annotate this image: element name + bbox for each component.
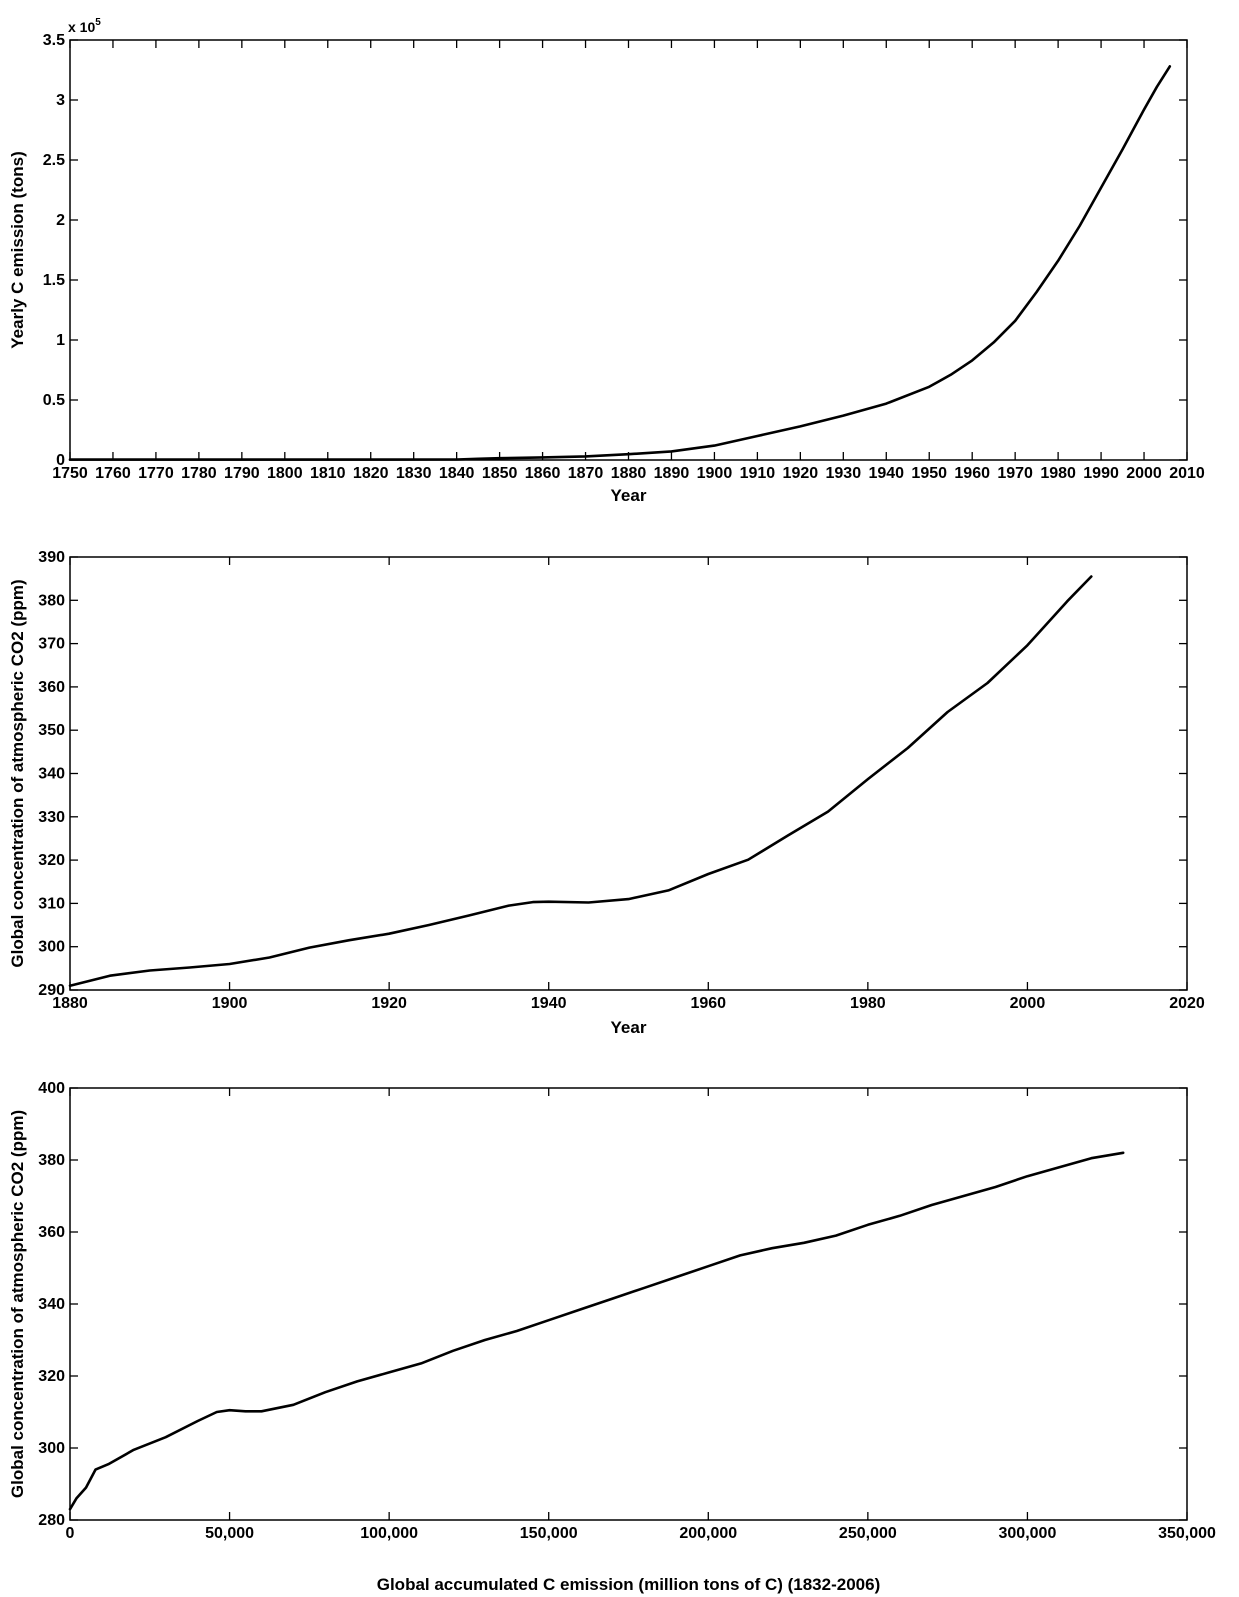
x-tick-label: 1830 xyxy=(396,465,432,482)
x-tick-label: 0 xyxy=(66,1525,75,1542)
y-tick-label: 350 xyxy=(38,722,65,739)
x-tick-label: 1840 xyxy=(439,465,475,482)
x-tick-label: 1980 xyxy=(1040,465,1076,482)
x-tick-label: 2000 xyxy=(1126,465,1162,482)
x-tick-label: 1870 xyxy=(568,465,604,482)
y-exponent-power: 5 xyxy=(95,17,101,28)
emission-chart: 1750 1760 1770 1780 1790 1800 1810 1820 1830 1840… xyxy=(8,17,1205,505)
x-tick-label: 2020 xyxy=(1169,995,1205,1012)
y-tick-label: 300 xyxy=(38,1440,65,1457)
series-line xyxy=(70,1153,1123,1509)
x-tick-label: 1760 xyxy=(95,465,131,482)
y-tick-label: 370 xyxy=(38,636,65,653)
x-tick-label: 50,000 xyxy=(205,1525,254,1542)
y-exponent-label: x 105 xyxy=(68,17,101,35)
x-tick-label: 1940 xyxy=(531,995,567,1012)
y-tick-label: 3 xyxy=(56,92,65,109)
y-tick-label: 3.5 xyxy=(43,32,65,49)
y-tick-label: 290 xyxy=(38,982,65,999)
y-tick-label: 400 xyxy=(38,1080,65,1097)
y-axis-title: Global concentration of atmospheric CO2 … xyxy=(8,579,27,967)
x-tick-label: 350,000 xyxy=(1158,1525,1216,1542)
y-tick-label: 380 xyxy=(38,1152,65,1169)
x-tick-label: 1970 xyxy=(997,465,1033,482)
x-tick-label: 1860 xyxy=(525,465,561,482)
plot-frame xyxy=(70,557,1187,990)
y-tick-label: 0 xyxy=(56,452,65,469)
x-tick-label: 1980 xyxy=(850,995,886,1012)
y-tick-label: 340 xyxy=(38,766,65,783)
x-tick-label: 1810 xyxy=(310,465,346,482)
x-tick-label: 1960 xyxy=(690,995,726,1012)
x-tick-label: 1820 xyxy=(353,465,389,482)
y-tick-label: 2.5 xyxy=(43,152,65,169)
x-tick-label: 1770 xyxy=(138,465,174,482)
y-tick-label: 1 xyxy=(56,332,65,349)
y-tick-label: 360 xyxy=(38,1224,65,1241)
y-tick-label: 330 xyxy=(38,809,65,826)
x-tick-label: 1920 xyxy=(371,995,407,1012)
x-tick-label: 1930 xyxy=(826,465,862,482)
y-tick-label: 320 xyxy=(38,852,65,869)
co2-emission-chart: 0 50,000 100,000 150,000 200,000 250,000 300,0… xyxy=(8,1080,1216,1594)
co2-year-chart: 1880 1900 1920 1940 1960 1980 2000 202029030031… xyxy=(8,549,1205,1037)
x-tick-label: 1850 xyxy=(482,465,518,482)
x-tick-label: 1880 xyxy=(611,465,647,482)
x-tick-label: 1940 xyxy=(868,465,904,482)
x-axis-title: Year xyxy=(611,486,647,505)
y-tick-label: 320 xyxy=(38,1368,65,1385)
x-tick-label: 1900 xyxy=(212,995,248,1012)
y-tick-label: 380 xyxy=(38,592,65,609)
x-tick-label: 1780 xyxy=(181,465,217,482)
x-tick-label: 1900 xyxy=(697,465,733,482)
y-tick-label: 300 xyxy=(38,939,65,956)
y-tick-label: 390 xyxy=(38,549,65,566)
plot-frame xyxy=(70,1088,1187,1520)
x-axis-title: Year xyxy=(611,1018,647,1037)
y-tick-label: 340 xyxy=(38,1296,65,1313)
x-tick-label: 100,000 xyxy=(360,1525,418,1542)
x-tick-label: 1960 xyxy=(954,465,990,482)
x-tick-label: 1990 xyxy=(1083,465,1119,482)
plot-frame xyxy=(70,40,1187,460)
series-line xyxy=(70,577,1091,986)
x-tick-label: 250,000 xyxy=(839,1525,897,1542)
x-tick-label: 1790 xyxy=(224,465,260,482)
series-line xyxy=(70,66,1170,459)
x-tick-label: 2010 xyxy=(1169,465,1205,482)
x-tick-label: 200,000 xyxy=(679,1525,737,1542)
x-axis-title: Global accumulated C emission (million t… xyxy=(377,1575,881,1594)
x-tick-label: 1920 xyxy=(783,465,819,482)
y-tick-label: 2 xyxy=(56,212,65,229)
x-tick-label: 1800 xyxy=(267,465,303,482)
y-axis-title: Yearly C emission (tons) xyxy=(8,151,27,348)
y-axis-title: Global concentration of atmospheric CO2 … xyxy=(8,1110,27,1498)
x-tick-label: 300,000 xyxy=(999,1525,1057,1542)
y-tick-label: 360 xyxy=(38,679,65,696)
y-tick-label: 0.5 xyxy=(43,392,65,409)
x-tick-label: 150,000 xyxy=(520,1525,578,1542)
y-tick-label: 1.5 xyxy=(43,272,65,289)
y-tick-label: 310 xyxy=(38,895,65,912)
x-tick-label: 1910 xyxy=(740,465,776,482)
x-tick-label: 2000 xyxy=(1010,995,1046,1012)
y-tick-label: 280 xyxy=(38,1512,65,1529)
x-tick-label: 1950 xyxy=(911,465,947,482)
x-tick-label: 1890 xyxy=(654,465,690,482)
